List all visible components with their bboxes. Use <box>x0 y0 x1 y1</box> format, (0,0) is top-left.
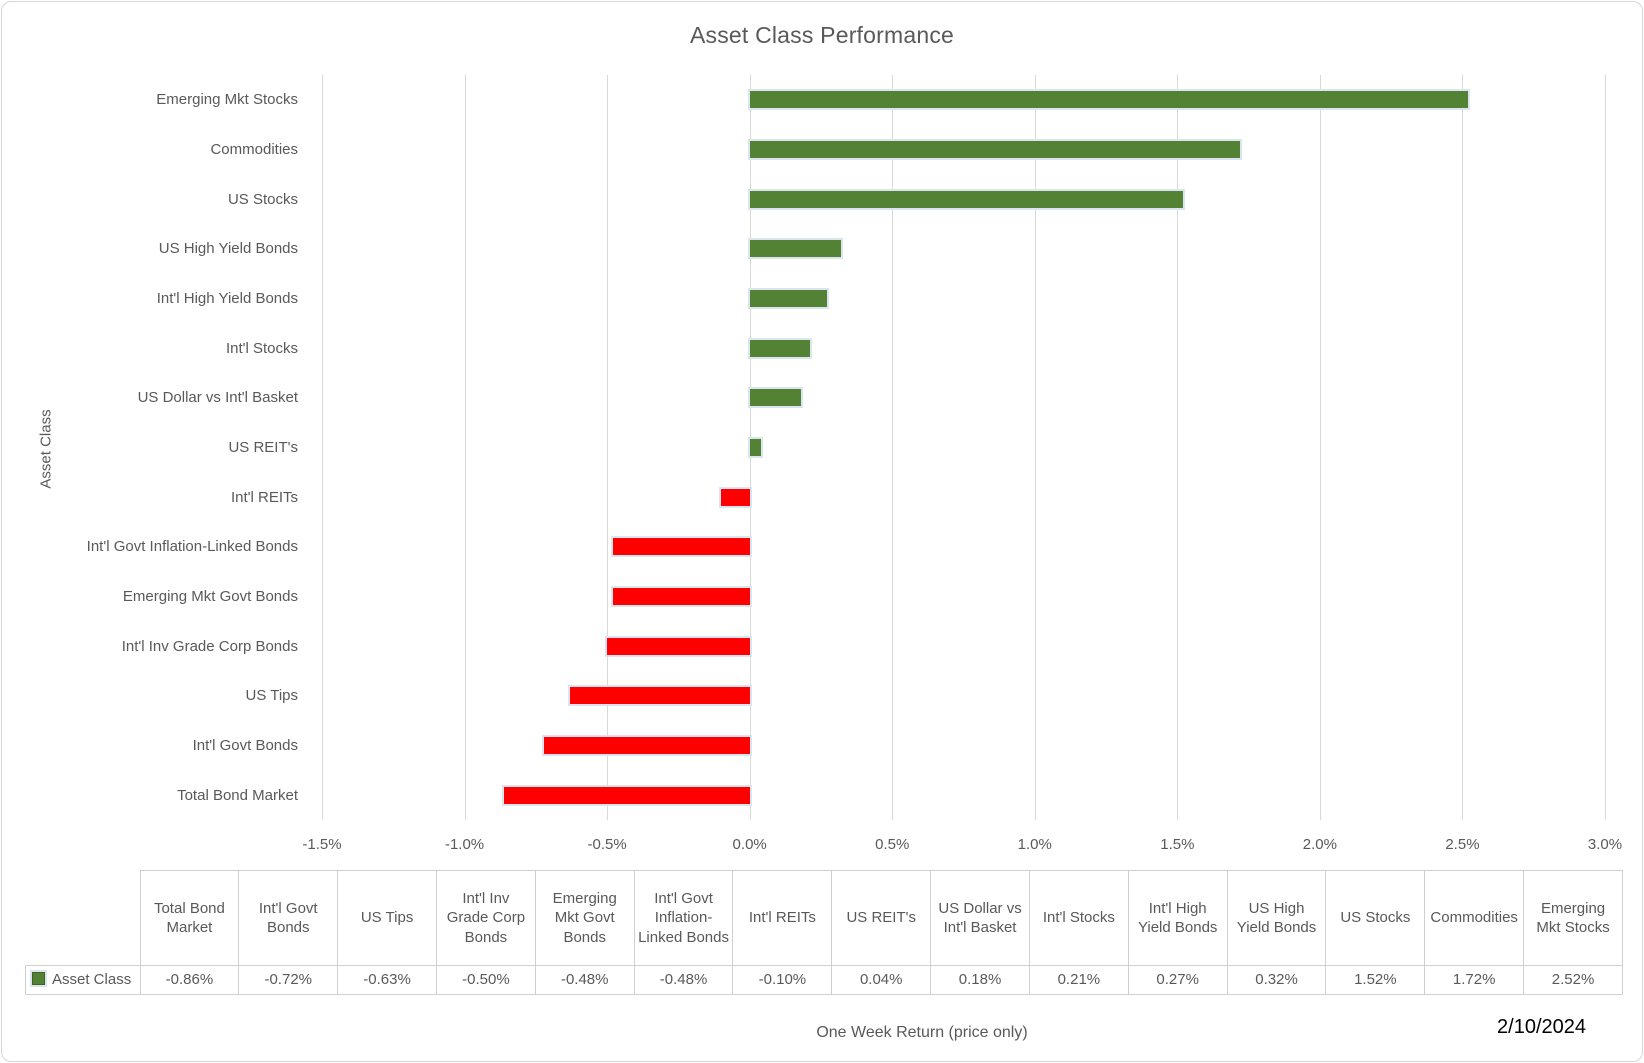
x-tick-label: 2.0% <box>1302 836 1337 853</box>
table-header-int-l-stocks: Int'l Stocks <box>1028 870 1129 966</box>
data-table-header-row: Total Bond Market Int'l Govt Bonds US Tips… <box>26 870 1623 966</box>
bar-int-l-govt-inflation-linked-bonds[interactable] <box>610 536 752 558</box>
legend-cell: Asset Class <box>25 965 141 995</box>
table-header-us-tips: US Tips <box>337 870 437 966</box>
bar-us-dollar-vs-int-l-basket[interactable] <box>747 387 803 409</box>
gridline <box>1177 75 1179 820</box>
x-tick-label: -1.5% <box>302 836 342 853</box>
category-label-us-high-yield-bonds: US High Yield Bonds <box>158 240 298 258</box>
category-label-int-l-reits: Int'l REITs <box>230 488 298 506</box>
gridline <box>322 75 323 820</box>
table-header-total-bond-market: Total Bond Market <box>139 870 240 966</box>
bar-int-l-stocks[interactable] <box>747 337 812 359</box>
data-table: Total Bond Market Int'l Govt Bonds US Tips… <box>25 870 1623 995</box>
bar-emerging-mkt-govt-bonds[interactable] <box>610 586 752 607</box>
x-tick-label: -0.5% <box>587 836 627 853</box>
gridline <box>1605 75 1606 820</box>
bar-int-l-inv-grade-corp-bonds[interactable] <box>605 635 752 657</box>
table-header-int-l-high-yield-bonds: Int'l High Yield Bonds <box>1127 870 1228 966</box>
bar-int-l-reits[interactable] <box>719 486 752 508</box>
category-label-int-l-govt-bonds: Int'l Govt Bonds <box>192 736 298 754</box>
series-legend-label: Asset Class <box>52 971 132 989</box>
table-header-emerging-mkt-stocks: Emerging Mkt Stocks <box>1523 870 1623 966</box>
table-value-int-l-inv-grade-corp-bonds: -0.50% <box>435 965 536 995</box>
table-value-total-bond-market: -0.86% <box>139 965 240 995</box>
table-value-int-l-high-yield-bonds: 0.27% <box>1127 965 1228 995</box>
table-header-int-l-inv-grade-corp-bonds: Int'l Inv Grade Corp Bonds <box>435 870 536 966</box>
table-header-int-l-reits: Int'l REITs <box>732 870 833 966</box>
bar-commodities[interactable] <box>747 139 1243 160</box>
x-tick-label: 1.0% <box>1017 836 1052 853</box>
bar-total-bond-market[interactable] <box>502 784 752 806</box>
table-header-int-l-govt-inflation-linked-bonds: Int'l Govt Inflation-Linked Bonds <box>633 870 734 966</box>
bar-emerging-mkt-stocks[interactable] <box>747 89 1471 111</box>
category-label-int-l-stocks: Int'l Stocks <box>225 339 298 357</box>
bar-us-high-yield-bonds[interactable] <box>747 238 843 260</box>
series-legend-swatch-icon <box>30 970 47 988</box>
x-tick-label: 3.0% <box>1587 836 1623 853</box>
table-value-int-l-govt-bonds: -0.72% <box>238 965 339 995</box>
gridline <box>1319 75 1321 820</box>
category-label-int-l-govt-inflation-linked-bonds: Int'l Govt Inflation-Linked Bonds <box>86 538 298 556</box>
table-value-us-high-yield-bonds: 0.32% <box>1226 965 1327 995</box>
x-axis-title: One Week Return (price only) <box>816 1024 1028 1041</box>
table-header-us-stocks: US Stocks <box>1325 870 1426 966</box>
data-table-value-row: Asset Class -0.86% -0.72% -0.63% -0.50% -0.4… <box>25 965 1623 995</box>
table-value-int-l-reits: -0.10% <box>732 965 833 995</box>
table-value-commodities: 1.72% <box>1424 965 1525 995</box>
category-label-us-stocks: US Stocks <box>227 190 298 208</box>
bar-us-stocks[interactable] <box>747 188 1186 210</box>
category-label-emerging-mkt-govt-bonds: Emerging Mkt Govt Bonds <box>122 587 298 605</box>
table-value-us-stocks: 1.52% <box>1325 965 1426 995</box>
gridline <box>1462 75 1464 820</box>
x-tick-label: 2.5% <box>1445 836 1480 853</box>
gridline <box>464 75 466 820</box>
category-label-total-bond-market: Total Bond Market <box>177 786 298 804</box>
category-axis-labels: Emerging Mkt Stocks Commodities US Stocks U… <box>2 75 308 820</box>
table-header-us-reit-s: US REIT's <box>831 870 932 966</box>
category-label-int-l-high-yield-bonds: Int'l High Yield Bonds <box>156 289 298 307</box>
data-table-blank-cell <box>26 871 141 966</box>
x-tick-label: -1.0% <box>444 836 485 853</box>
bar-int-l-govt-bonds[interactable] <box>542 735 752 756</box>
table-value-us-tips: -0.63% <box>337 965 437 995</box>
gridline <box>607 75 609 820</box>
plot-area <box>322 75 1606 820</box>
table-value-emerging-mkt-stocks: 2.52% <box>1523 965 1623 995</box>
x-tick-label: 1.5% <box>1160 836 1195 853</box>
x-tick-label: 0.0% <box>732 836 767 853</box>
category-label-commodities: Commodities <box>210 140 298 158</box>
gridline <box>892 75 894 820</box>
table-header-int-l-govt-bonds: Int'l Govt Bonds <box>238 870 339 966</box>
table-value-emerging-mkt-govt-bonds: -0.48% <box>534 965 635 995</box>
table-value-us-dollar-vs-int-l-basket: 0.18% <box>930 965 1030 995</box>
category-label-int-l-inv-grade-corp-bonds: Int'l Inv Grade Corp Bonds <box>121 637 298 655</box>
table-header-us-high-yield-bonds: US High Yield Bonds <box>1226 870 1327 966</box>
x-tick-label: 0.5% <box>875 836 910 853</box>
category-label-emerging-mkt-stocks: Emerging Mkt Stocks <box>156 91 298 109</box>
category-label-us-dollar-vs-int-l-basket: US Dollar vs Int'l Basket <box>137 389 298 407</box>
chart-title: Asset Class Performance <box>689 22 955 48</box>
bar-us-tips[interactable] <box>568 685 752 707</box>
bar-int-l-high-yield-bonds[interactable] <box>747 288 829 309</box>
table-value-int-l-govt-inflation-linked-bonds: -0.48% <box>633 965 734 995</box>
table-header-emerging-mkt-govt-bonds: Emerging Mkt Govt Bonds <box>534 870 635 966</box>
table-header-us-dollar-vs-int-l-basket: US Dollar vs Int'l Basket <box>930 870 1030 966</box>
category-label-us-reit-s: US REIT's <box>228 438 298 456</box>
date-label: 2/10/2024 <box>1497 1016 1586 1038</box>
x-axis-tick-labels: -1.5% -1.0% -0.5% 0.0% 0.5% 1.0% 1.5% 2.0% 2.5% 3… <box>302 836 1622 858</box>
table-value-us-reit-s: 0.04% <box>831 965 932 995</box>
table-value-int-l-stocks: 0.21% <box>1028 965 1129 995</box>
bar-us-reit-s[interactable] <box>747 437 764 458</box>
category-label-us-tips: US Tips <box>245 687 298 705</box>
table-header-commodities: Commodities <box>1424 870 1525 966</box>
gridline <box>1034 75 1036 820</box>
